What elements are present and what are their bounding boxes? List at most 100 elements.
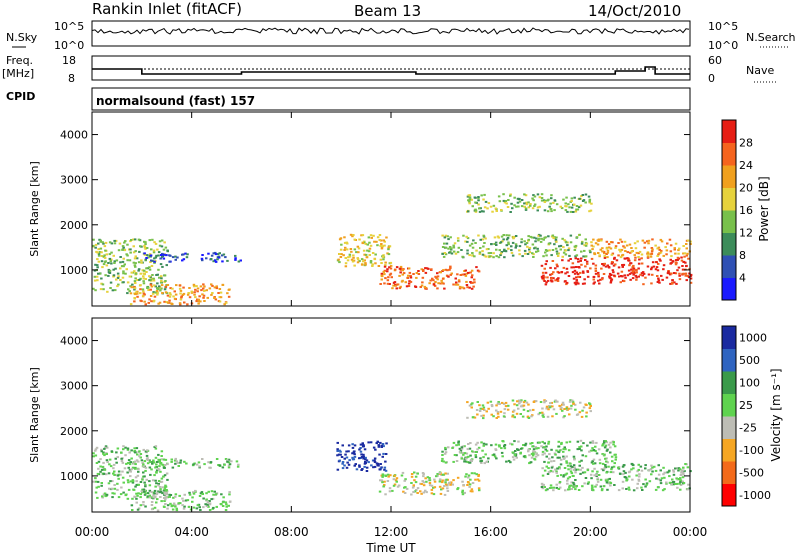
data-cell — [487, 252, 491, 255]
data-cell — [681, 476, 685, 479]
data-cell — [372, 466, 375, 469]
x-tick-label: 12:00 — [374, 525, 409, 539]
data-cell — [365, 459, 369, 462]
data-cell — [527, 403, 530, 406]
data-cell — [336, 450, 339, 452]
data-cell — [133, 297, 136, 299]
data-cell — [564, 448, 567, 451]
data-cell — [377, 265, 381, 267]
data-cell — [535, 453, 538, 455]
data-cell — [643, 246, 646, 249]
data-cell — [624, 250, 627, 252]
data-cell — [373, 461, 377, 463]
data-cell — [682, 469, 685, 472]
data-cell — [99, 465, 102, 468]
y-tick-label: 4000 — [60, 129, 88, 142]
colorbar-tick-label: 28 — [739, 137, 753, 150]
data-cell — [205, 505, 209, 508]
data-cell — [470, 276, 473, 279]
data-cell — [341, 467, 345, 470]
data-cell — [513, 403, 516, 406]
data-cell — [131, 283, 134, 286]
data-cell — [590, 461, 594, 464]
data-cell — [611, 252, 615, 255]
data-cell — [371, 252, 375, 254]
data-cell — [636, 487, 639, 490]
data-cell — [583, 471, 587, 474]
data-cell — [563, 457, 566, 460]
data-cell — [684, 463, 687, 465]
data-cell — [484, 200, 488, 203]
data-cell — [561, 409, 564, 412]
data-cell — [154, 496, 157, 499]
data-cell — [443, 252, 447, 254]
data-cell — [160, 477, 164, 480]
colorbar-tick-label: 20 — [739, 182, 753, 195]
data-cell — [509, 211, 512, 213]
data-cell — [597, 271, 600, 274]
data-cell — [132, 488, 135, 491]
data-cell — [571, 262, 575, 265]
data-cell — [145, 247, 149, 249]
data-cell — [194, 288, 197, 291]
data-cell — [155, 469, 159, 472]
data-cell — [441, 450, 444, 453]
data-cell — [466, 484, 469, 486]
data-cell — [479, 407, 482, 410]
data-cell — [600, 489, 604, 492]
data-cell — [572, 464, 576, 467]
data-cell — [637, 252, 640, 255]
data-cell — [130, 286, 133, 289]
data-cell — [500, 235, 504, 238]
data-cell — [550, 210, 553, 213]
data-cell — [205, 257, 208, 260]
data-cell — [465, 235, 468, 238]
data-cell — [103, 454, 106, 457]
data-cell — [127, 466, 130, 469]
data-cell — [565, 472, 569, 475]
data-cell — [417, 270, 420, 272]
data-cell — [446, 472, 449, 475]
data-cell — [190, 290, 193, 293]
data-cell — [512, 237, 515, 240]
data-cell — [434, 281, 437, 283]
data-cell — [685, 243, 688, 245]
data-cell — [518, 245, 522, 248]
data-cell — [430, 268, 433, 271]
data-cell — [556, 280, 560, 282]
data-cell — [559, 486, 562, 489]
data-cell — [191, 496, 194, 499]
data-cell — [171, 466, 175, 469]
data-cell — [466, 416, 469, 419]
data-cell — [142, 501, 145, 503]
data-cell — [201, 458, 204, 460]
data-cell — [522, 401, 526, 404]
data-cell — [611, 241, 614, 244]
data-cell — [528, 454, 531, 457]
data-cell — [175, 284, 178, 287]
data-cell — [133, 450, 137, 452]
data-cell — [195, 507, 199, 510]
data-cell — [186, 253, 189, 256]
data-cell — [537, 441, 541, 444]
data-cell — [127, 481, 130, 484]
data-cell — [108, 487, 111, 490]
data-cell — [644, 485, 647, 488]
data-cell — [546, 473, 550, 475]
data-cell — [158, 465, 161, 468]
data-cell — [535, 447, 538, 450]
data-cell — [670, 483, 673, 485]
data-cell — [438, 480, 442, 483]
data-cell — [168, 299, 171, 302]
data-cell — [502, 193, 505, 196]
data-cell — [144, 243, 147, 246]
data-cell — [150, 468, 153, 471]
data-cell — [565, 241, 568, 244]
data-cell — [521, 255, 524, 258]
data-cell — [623, 476, 627, 478]
data-cell — [142, 290, 145, 293]
data-cell — [543, 446, 546, 449]
data-cell — [577, 489, 581, 491]
colorbar-tick-label: -1000 — [739, 489, 771, 502]
data-cell — [362, 455, 365, 458]
